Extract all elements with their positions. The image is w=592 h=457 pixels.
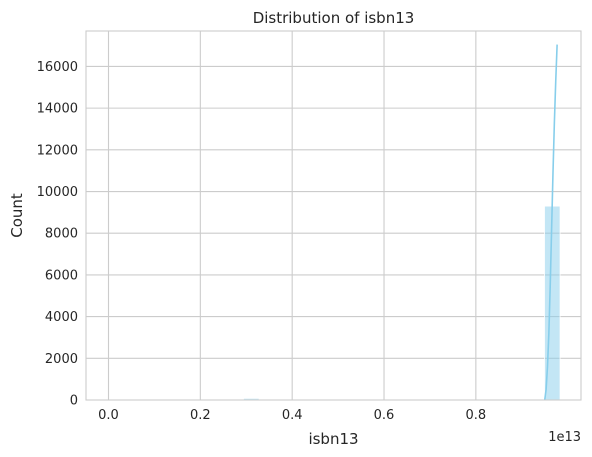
y-tick-label: 6000 — [45, 268, 78, 283]
y-tick-label: 8000 — [45, 227, 78, 242]
y-axis-title: Count — [8, 193, 26, 238]
y-tick-label: 16000 — [37, 60, 78, 75]
x-axis-title: isbn13 — [308, 430, 358, 448]
y-tick-labels: 0 2000 4000 6000 8000 10000 12000 14000 16000 — [37, 60, 78, 409]
x-tick-labels: 0.0 0.2 0.4 0.6 0.8 — [98, 408, 486, 423]
y-tick-label: 12000 — [37, 143, 78, 158]
plot-frame — [85, 30, 582, 401]
x-tick-label: 0.8 — [466, 408, 487, 423]
y-tick-label: 0 — [70, 394, 78, 409]
x-tick-label: 0.2 — [190, 408, 211, 423]
y-tick-label: 14000 — [37, 102, 78, 117]
y-tick-label: 2000 — [45, 352, 78, 367]
chart-title: Distribution of isbn13 — [253, 9, 415, 27]
y-tick-label: 10000 — [37, 185, 78, 200]
grid — [86, 31, 581, 401]
histogram-bars — [243, 205, 561, 401]
y-tick-label: 4000 — [45, 310, 78, 325]
kde-curve-layer — [543, 44, 558, 401]
x-tick-label: 0.0 — [98, 408, 119, 423]
x-axis-offset-label: 1e13 — [548, 430, 581, 445]
x-tick-label: 0.6 — [374, 408, 395, 423]
x-tick-label: 0.4 — [282, 408, 303, 423]
kde-line — [543, 44, 558, 401]
